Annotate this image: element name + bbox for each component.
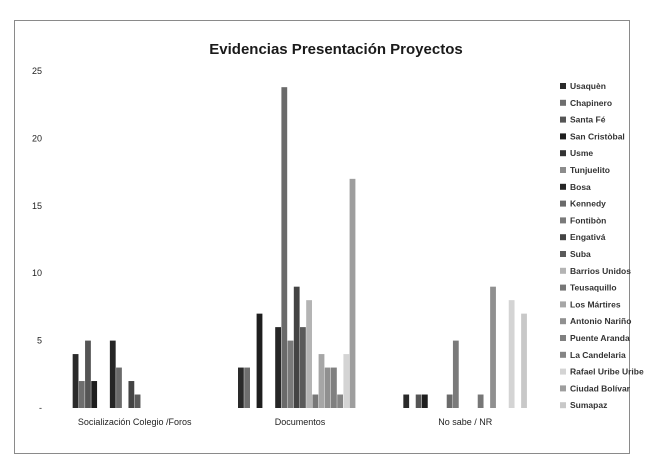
bar — [331, 367, 337, 408]
legend-swatch — [560, 402, 566, 409]
bar — [318, 354, 325, 408]
y-tick-label: 25 — [32, 66, 42, 76]
category-label: Socialización Colegio /Foros — [78, 417, 192, 427]
legend-swatch — [560, 284, 566, 291]
bar — [116, 367, 122, 408]
legend-swatch — [560, 301, 566, 308]
bar — [446, 394, 453, 408]
legend-label: Rafael Uribe Uribe — [570, 367, 644, 377]
bar — [91, 381, 98, 408]
bar — [109, 340, 116, 408]
legend-label: Kennedy — [570, 199, 606, 209]
legend-label: Ciudad Bolívar — [570, 383, 631, 393]
plot-area — [72, 87, 527, 409]
legend-swatch — [560, 251, 566, 257]
legend-label: Sumapaz — [570, 400, 607, 410]
legend-swatch — [560, 385, 566, 392]
legend-label: Chapinero — [570, 98, 612, 108]
legend-swatch — [560, 351, 566, 358]
bar — [508, 300, 515, 408]
legend-swatch — [560, 234, 566, 241]
legend-swatch — [560, 318, 566, 325]
y-tick-label: 5 — [37, 336, 42, 346]
legend-swatch — [560, 83, 566, 89]
bar — [490, 286, 496, 408]
legend-swatch — [560, 368, 566, 375]
x-axis: Socialización Colegio /Foros Documentos No… — [78, 417, 493, 427]
legend-label: Teusaquillo — [570, 283, 617, 293]
bar — [85, 340, 91, 408]
y-tick-label: 20 — [32, 133, 42, 143]
bar — [293, 286, 300, 408]
bar — [421, 394, 428, 408]
legend-label: Bosa — [570, 182, 591, 192]
legend-label: Barrios Unidos — [570, 266, 631, 276]
bar — [128, 381, 135, 408]
legend-swatch — [560, 183, 566, 190]
chart-title: Evidencias Presentación Proyectos — [209, 41, 462, 58]
bar — [275, 327, 281, 408]
bar — [415, 394, 422, 408]
legend-label: Suba — [570, 249, 591, 259]
bar — [281, 87, 288, 409]
bar — [300, 327, 306, 408]
legend-label: Antonio Nariño — [570, 316, 631, 326]
legend-swatch — [560, 267, 566, 274]
bar — [306, 300, 312, 408]
legend-swatch — [560, 133, 566, 140]
legend-label: Los Mártires — [570, 299, 621, 309]
legend-swatch — [560, 217, 566, 224]
legend-swatch — [560, 99, 566, 106]
bar — [337, 394, 343, 408]
bar — [244, 367, 250, 408]
category-label: Documentos — [275, 417, 326, 427]
legend-label: Usme — [570, 148, 593, 158]
legend-label: Santa Fé — [570, 115, 606, 125]
legend-swatch — [560, 335, 566, 341]
bar — [343, 354, 350, 408]
legend-label: Puente Aranda — [570, 333, 630, 343]
y-tick-label: - — [39, 403, 42, 413]
legend-label: Usaquèn — [570, 81, 606, 91]
legend-swatch — [560, 116, 566, 123]
bar — [349, 178, 356, 408]
bar — [134, 394, 141, 408]
legend-label: La Candelaria — [570, 350, 626, 360]
legend: Usaquèn Chapinero Santa Fé San Cristòbal Usm… — [560, 81, 644, 410]
legend-label: Engativá — [570, 232, 606, 242]
bar — [452, 340, 459, 408]
bar — [72, 354, 79, 408]
bar — [238, 367, 244, 408]
bar — [256, 313, 263, 408]
legend-label: Tunjuelito — [570, 165, 610, 175]
bar — [287, 340, 294, 408]
legend-label: San Cristòbal — [570, 131, 625, 141]
legend-swatch — [560, 150, 566, 157]
y-tick-label: 10 — [32, 268, 42, 278]
bar — [324, 367, 331, 408]
bar — [312, 394, 319, 408]
bar — [477, 394, 484, 408]
bar — [403, 394, 410, 408]
legend-swatch — [560, 167, 566, 173]
bar — [78, 381, 85, 408]
y-tick-label: 15 — [32, 201, 42, 211]
legend-swatch — [560, 200, 566, 207]
category-label: No sabe / NR — [438, 417, 493, 427]
bar — [521, 313, 527, 408]
y-axis: - 5 10 15 20 25 — [32, 66, 42, 413]
legend-label: Fontibòn — [570, 215, 606, 225]
